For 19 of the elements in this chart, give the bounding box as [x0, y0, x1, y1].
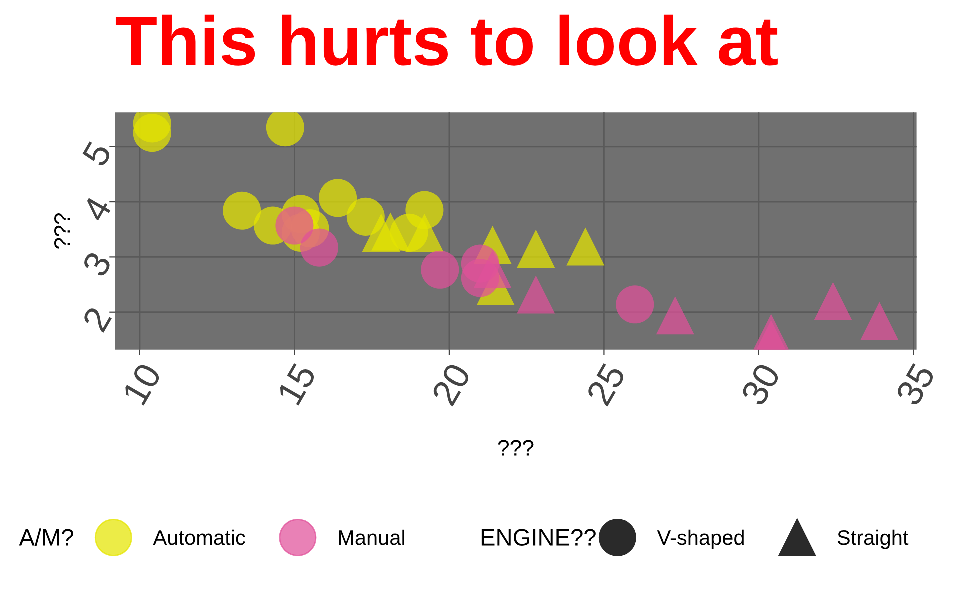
text: ENGINE??	[482, 529, 596, 546]
text: Manual	[339, 530, 404, 546]
y-tick-label: 3	[82, 250, 112, 278]
chart-title: This hurts to look at	[116, 14, 778, 66]
y-axis-title: ???	[54, 214, 70, 249]
x-tick-label: 10	[122, 362, 162, 406]
y-tick-label: 4	[82, 195, 112, 224]
text: A/M?	[19, 528, 74, 546]
x-tick-label: 20	[431, 362, 472, 407]
x-axis-title: ???	[498, 440, 534, 456]
y-tick-label: 5	[82, 140, 112, 168]
x-tick-label: 25	[586, 362, 626, 407]
text: Straight	[838, 530, 909, 550]
text: V-shaped	[657, 530, 744, 550]
x-tick-label: 30	[740, 362, 782, 408]
y-tick-label: 2	[82, 306, 112, 333]
text: Automatic	[153, 530, 246, 546]
x-tick-label: 35	[895, 362, 936, 408]
x-tick-label: 15	[277, 362, 317, 406]
